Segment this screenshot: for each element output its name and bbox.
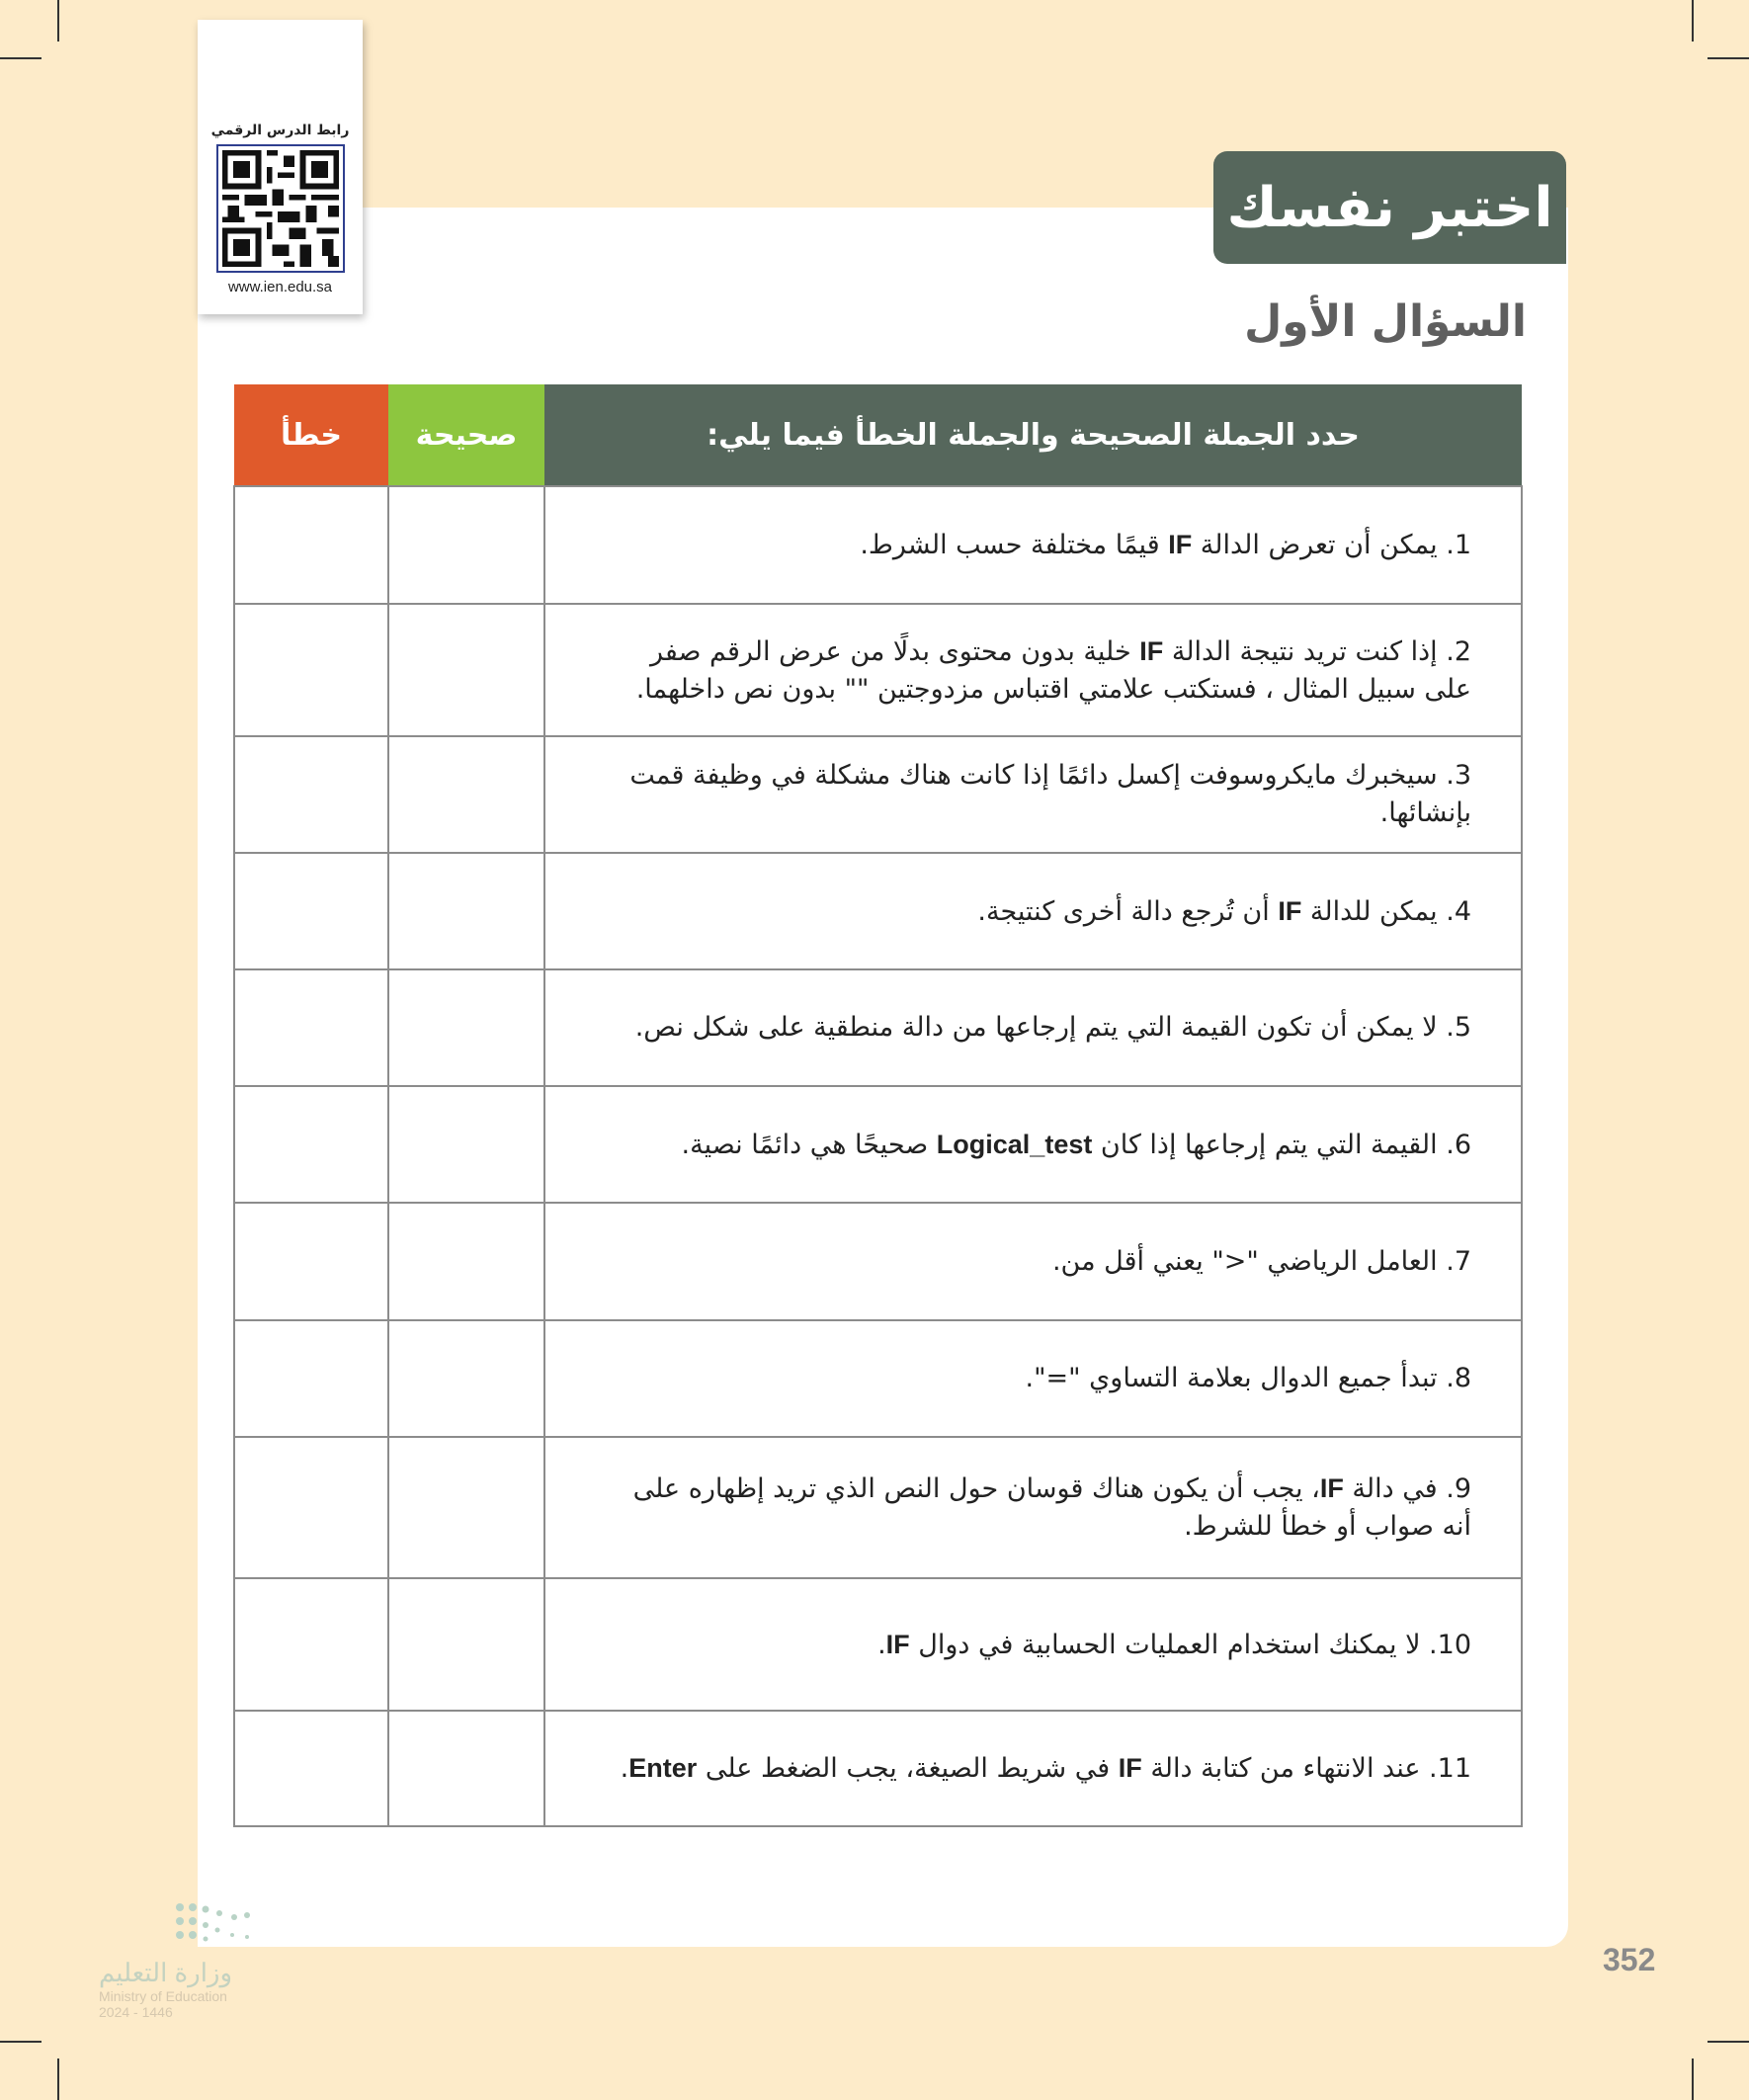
answer-cell-true[interactable] xyxy=(387,603,545,737)
edition-year: 2024 - 1446 xyxy=(99,2004,173,2020)
answer-cell-true[interactable] xyxy=(387,1710,545,1827)
statement-keyword: IF xyxy=(1168,530,1193,559)
statement-text: 3. سيخبرك مايكروسوفت إكسل دائمًا إذا كان… xyxy=(629,760,1471,828)
page-number: 352 xyxy=(1603,1942,1656,1977)
table-row: 1. يمكن أن تعرض الدالة IF قيمًا مختلفة ح… xyxy=(233,485,1523,605)
statement-cell: 2. إذا كنت تريد نتيجة الدالة IF خلية بدو… xyxy=(543,603,1523,737)
answer-cell-false[interactable] xyxy=(233,1577,389,1712)
answer-cell-true[interactable] xyxy=(387,485,545,605)
qr-label: رابط الدرس الرقمي xyxy=(210,123,350,138)
statement-keyword: IF xyxy=(1118,1753,1142,1783)
qr-url[interactable]: www.ien.edu.sa xyxy=(227,279,333,295)
table-row: 4. يمكن للدالة IF أن تُرجع دالة أخرى كنت… xyxy=(233,852,1523,970)
ministry-logo: وزارة التعليم Ministry of Education 2024… xyxy=(99,1897,336,2020)
statement-cell: 9. في دالة IF، يجب أن يكون هناك قوسان حو… xyxy=(543,1436,1523,1579)
table-header: حدد الجملة الصحيحة والجملة الخطأ فيما يل… xyxy=(234,384,1522,486)
statement-cell: 11. عند الانتهاء من كتابة دالة IF في شري… xyxy=(543,1710,1523,1827)
header-statement: حدد الجملة الصحيحة والجملة الخطأ فيما يل… xyxy=(544,384,1522,486)
table-row: 11. عند الانتهاء من كتابة دالة IF في شري… xyxy=(233,1710,1523,1827)
statement-keyword: IF xyxy=(885,1629,910,1659)
answer-cell-true[interactable] xyxy=(387,735,545,854)
statement-text: أن تُرجع دالة أخرى كنتيجة. xyxy=(977,895,1279,927)
answer-cell-false[interactable] xyxy=(233,485,389,605)
answer-cell-false[interactable] xyxy=(233,1085,389,1204)
digital-lesson-card[interactable]: رابط الدرس الرقمي www.ien.edu.sa xyxy=(198,20,363,314)
answer-cell-true[interactable] xyxy=(387,852,545,970)
statement-cell: 7. العامل الرياضي "<" يعني أقل من. xyxy=(543,1202,1523,1321)
table-row: 7. العامل الرياضي "<" يعني أقل من. xyxy=(233,1202,1523,1321)
statement-text: 7. العامل الرياضي "<" يعني أقل من. xyxy=(1051,1245,1471,1277)
statement-cell: 8. تبدأ جميع الدوال بعلامة التساوي "=". xyxy=(543,1319,1523,1438)
statement-cell: 1. يمكن أن تعرض الدالة IF قيمًا مختلفة ح… xyxy=(543,485,1523,605)
statement-keyword: Enter xyxy=(628,1753,698,1783)
statement-keyword: Logical_test xyxy=(936,1129,1093,1159)
table-row: 9. في دالة IF، يجب أن يكون هناك قوسان حو… xyxy=(233,1436,1523,1579)
crop-mark xyxy=(1692,0,1694,42)
answer-cell-true[interactable] xyxy=(387,1202,545,1321)
statement-text: 2. إذا كنت تريد نتيجة الدالة xyxy=(1163,635,1471,667)
answer-cell-true[interactable] xyxy=(387,968,545,1087)
crop-mark xyxy=(57,2058,59,2100)
answer-cell-true[interactable] xyxy=(387,1319,545,1438)
statement-text: ، يجب أن يكون هناك قوسان حول النص الذي ت… xyxy=(632,1473,1471,1542)
statement-cell: 5. لا يمكن أن تكون القيمة التي يتم إرجاع… xyxy=(543,968,1523,1087)
ministry-dots-icon xyxy=(176,1903,250,1942)
crop-mark xyxy=(0,2041,42,2043)
table-row: 8. تبدأ جميع الدوال بعلامة التساوي "=". xyxy=(233,1319,1523,1438)
statement-cell: 3. سيخبرك مايكروسوفت إكسل دائمًا إذا كان… xyxy=(543,735,1523,854)
table-row: 6. القيمة التي يتم إرجاعها إذا كان Logic… xyxy=(233,1085,1523,1204)
table-row: 2. إذا كنت تريد نتيجة الدالة IF خلية بدو… xyxy=(233,603,1523,737)
statement-text: 6. القيمة التي يتم إرجاعها إذا كان xyxy=(1092,1129,1471,1160)
answer-cell-false[interactable] xyxy=(233,1710,389,1827)
statement-text: 11. عند الانتهاء من كتابة دالة xyxy=(1141,1753,1471,1784)
answer-cell-true[interactable] xyxy=(387,1577,545,1712)
statement-keyword: IF xyxy=(1319,1473,1344,1503)
answer-cell-false[interactable] xyxy=(233,735,389,854)
statement-text: . xyxy=(877,1629,886,1660)
crop-mark xyxy=(57,0,59,42)
statement-text: خلية بدون محتوى بدلًا من عرض الرقم صفر ع… xyxy=(635,635,1471,705)
answer-cell-false[interactable] xyxy=(233,852,389,970)
crop-mark xyxy=(1707,57,1749,59)
crop-mark xyxy=(0,57,42,59)
statement-keyword: IF xyxy=(1139,635,1164,666)
statement-keyword: IF xyxy=(1278,895,1302,926)
statement-text: 1. يمكن أن تعرض الدالة xyxy=(1192,530,1471,560)
question-heading: السؤال الأول xyxy=(1244,296,1527,347)
statement-text: 4. يمكن للدالة xyxy=(1301,895,1471,927)
answer-cell-false[interactable] xyxy=(233,603,389,737)
statement-text: 5. لا يمكن أن تكون القيمة التي يتم إرجاع… xyxy=(634,1012,1471,1043)
statement-text: . xyxy=(620,1753,629,1784)
statement-text: صحيحًا هي دائمًا نصية. xyxy=(681,1129,937,1160)
answer-cell-true[interactable] xyxy=(387,1085,545,1204)
answer-cell-false[interactable] xyxy=(233,968,389,1087)
crop-mark xyxy=(1692,2058,1694,2100)
statement-cell: 10. لا يمكنك استخدام العمليات الحسابية ف… xyxy=(543,1577,1523,1712)
ministry-name-ar: وزارة التعليم xyxy=(99,1958,233,1987)
statement-text: 9. في دالة xyxy=(1343,1473,1471,1504)
table-row: 3. سيخبرك مايكروسوفت إكسل دائمًا إذا كان… xyxy=(233,735,1523,854)
crop-mark xyxy=(1707,2041,1749,2043)
qr-code-icon[interactable] xyxy=(215,144,345,273)
statement-cell: 6. القيمة التي يتم إرجاعها إذا كان Logic… xyxy=(543,1085,1523,1204)
page-title: اختبر نفسك xyxy=(1213,151,1566,264)
table-row: 5. لا يمكن أن تكون القيمة التي يتم إرجاع… xyxy=(233,968,1523,1087)
statement-text: قيمًا مختلفة حسب الشرط. xyxy=(860,530,1169,560)
true-false-table: حدد الجملة الصحيحة والجملة الخطأ فيما يل… xyxy=(233,384,1523,1827)
statement-text: 10. لا يمكنك استخدام العمليات الحسابية ف… xyxy=(909,1629,1471,1660)
answer-cell-false[interactable] xyxy=(233,1436,389,1579)
statement-text: 8. تبدأ جميع الدوال بعلامة التساوي "=". xyxy=(1025,1363,1471,1393)
table-row: 10. لا يمكنك استخدام العمليات الحسابية ف… xyxy=(233,1577,1523,1712)
answer-cell-false[interactable] xyxy=(233,1202,389,1321)
answer-cell-false[interactable] xyxy=(233,1319,389,1438)
statement-cell: 4. يمكن للدالة IF أن تُرجع دالة أخرى كنت… xyxy=(543,852,1523,970)
statement-text: في شريط الصيغة، يجب الضغط على xyxy=(697,1753,1119,1784)
answer-cell-true[interactable] xyxy=(387,1436,545,1579)
header-true: صحيحة xyxy=(388,384,544,486)
ministry-name-en: Ministry of Education xyxy=(99,1988,227,2004)
header-false: خطأ xyxy=(234,384,388,486)
